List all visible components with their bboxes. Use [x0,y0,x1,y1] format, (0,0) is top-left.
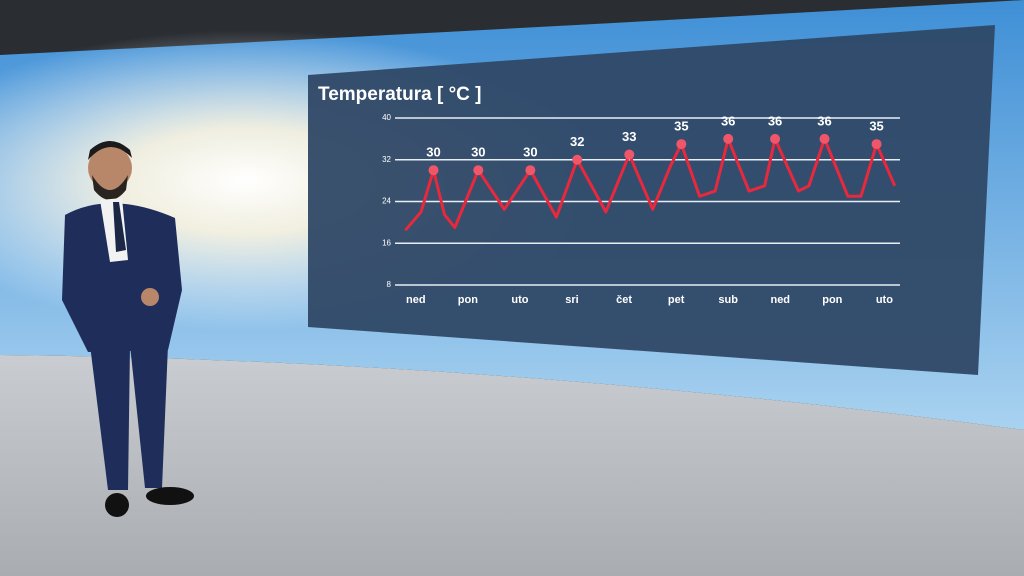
max-label: 30 [523,145,537,160]
max-label: 30 [426,145,440,160]
max-marker [624,149,635,160]
max-label: 30 [471,145,485,160]
max-label: 35 [869,119,883,134]
max-marker [473,165,484,176]
x-tick-label: ned [406,294,426,306]
x-tick-label: pon [822,294,842,306]
max-marker [525,165,536,176]
max-label: 32 [570,134,584,149]
max-marker [428,165,439,176]
chart-panel [308,25,995,375]
presenter [62,141,194,517]
temperature-line [404,137,897,232]
max-marker [871,139,882,150]
x-tick-label: pon [458,294,478,306]
max-marker [676,139,687,150]
max-label: 36 [817,113,831,128]
chart-title: Temperatura [ °C ] [318,84,482,105]
x-tick-label: sri [565,294,578,306]
x-tick-label: ned [770,294,790,306]
y-tick-label: 40 [382,113,391,122]
x-tick-label: uto [511,294,528,306]
floor [0,355,1024,576]
max-label: 36 [768,113,782,128]
max-marker [572,154,583,165]
x-tick-label: sub [718,294,738,306]
max-marker [770,133,781,144]
x-tick-label: čet [616,294,632,306]
x-tick-label: uto [876,294,893,306]
x-tick-label: pet [668,294,685,306]
max-label: 33 [622,129,636,144]
max-label: 36 [721,113,735,128]
max-label: 35 [674,119,688,134]
max-marker [723,133,734,144]
y-tick-label: 8 [387,280,392,289]
y-tick-label: 16 [382,238,391,247]
plot-area: 8 16 24 32 40 ned pon uto sri čet pet sub ned pon uto 3… [382,113,900,306]
max-marker [819,133,830,144]
y-tick-label: 24 [382,197,391,206]
y-tick-label: 32 [382,155,391,164]
